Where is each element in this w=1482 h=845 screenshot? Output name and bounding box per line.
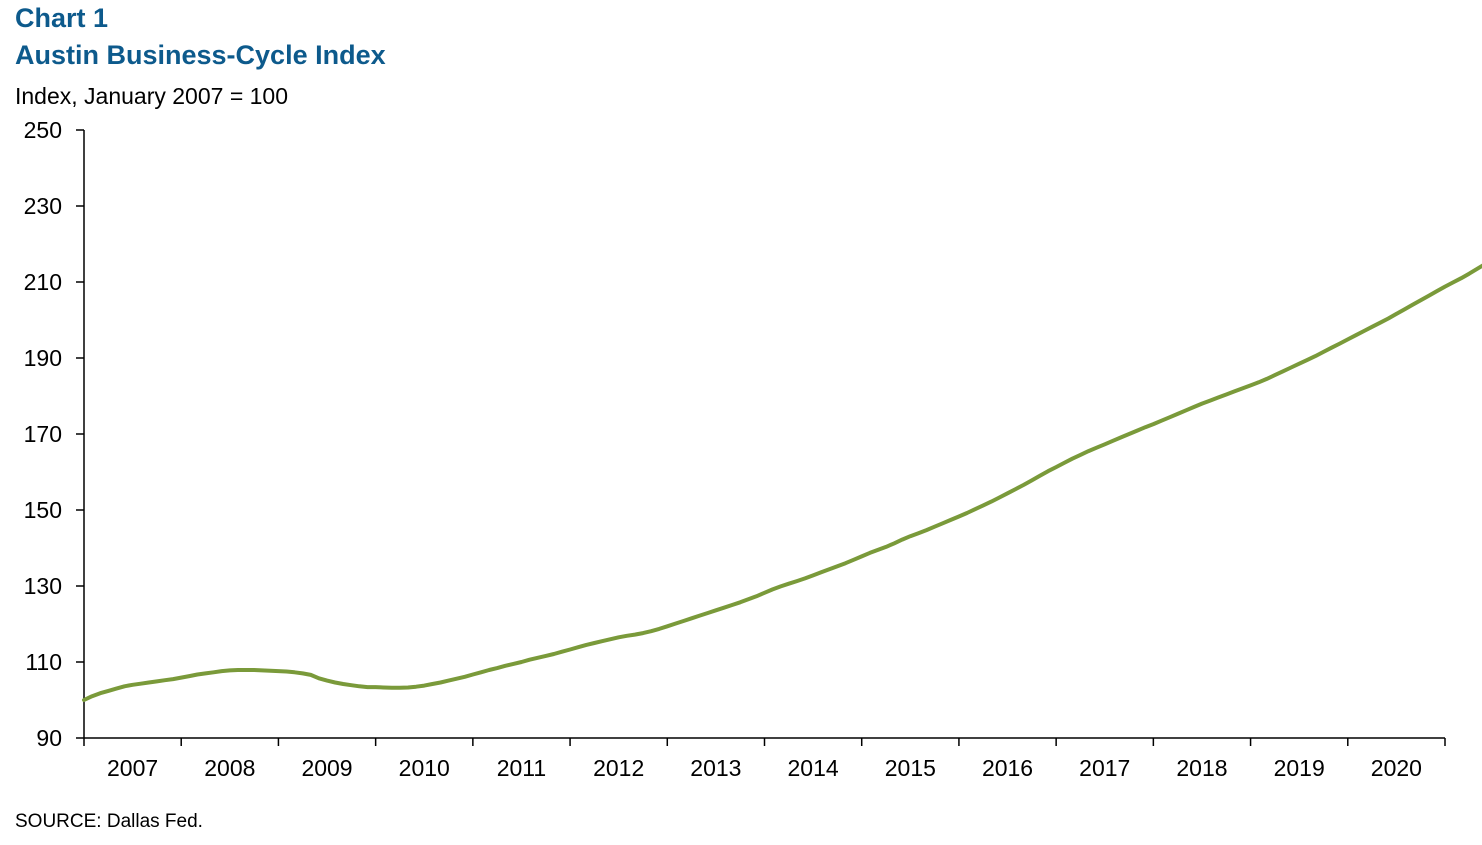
y-tick-label: 130 [24, 573, 62, 599]
y-tick-label: 230 [24, 193, 62, 219]
axes [83, 130, 1445, 739]
x-tick-label: 2011 [497, 755, 546, 781]
y-tick-label: 110 [25, 649, 62, 675]
x-tick-label: 2014 [788, 755, 839, 781]
y-axis-unit-label: Index, January 2007 = 100 [15, 83, 289, 109]
chart-label: Chart 1 [15, 3, 109, 33]
x-axis-ticks: 2007 2008 2009 2010 2011 2012 2013 2014 2015 2016… [83, 738, 1446, 781]
y-tick-label: 170 [24, 421, 62, 447]
series-line-0 [82, 263, 1482, 702]
x-tick-label: 2019 [1274, 755, 1325, 781]
y-tick-label: 150 [24, 497, 62, 523]
x-tick-label: 2009 [301, 755, 352, 781]
y-tick-label: 210 [24, 269, 62, 295]
x-tick-label: 2007 [107, 755, 158, 781]
y-tick-label: 190 [24, 345, 62, 371]
y-tick-label: 250 [24, 117, 62, 143]
x-tick-label: 2016 [982, 755, 1033, 781]
x-tick-label: 2010 [399, 755, 450, 781]
x-tick-label: 2015 [885, 755, 936, 781]
x-tick-label: 2018 [1176, 755, 1227, 781]
x-tick-label: 2012 [593, 755, 644, 781]
x-tick-label: 2008 [204, 755, 255, 781]
x-tick-label: 2020 [1371, 755, 1422, 781]
series-layer [82, 263, 1482, 702]
x-tick-label: 2013 [690, 755, 741, 781]
y-tick-label: 90 [36, 725, 62, 751]
source-note: SOURCE: Dallas Fed. [15, 811, 203, 832]
y-axis-ticks: 90 110 130 150 170 190 210 230 250 [24, 117, 84, 751]
chart-title: Austin Business-Cycle Index [15, 40, 386, 70]
x-tick-label: 2017 [1079, 755, 1130, 781]
